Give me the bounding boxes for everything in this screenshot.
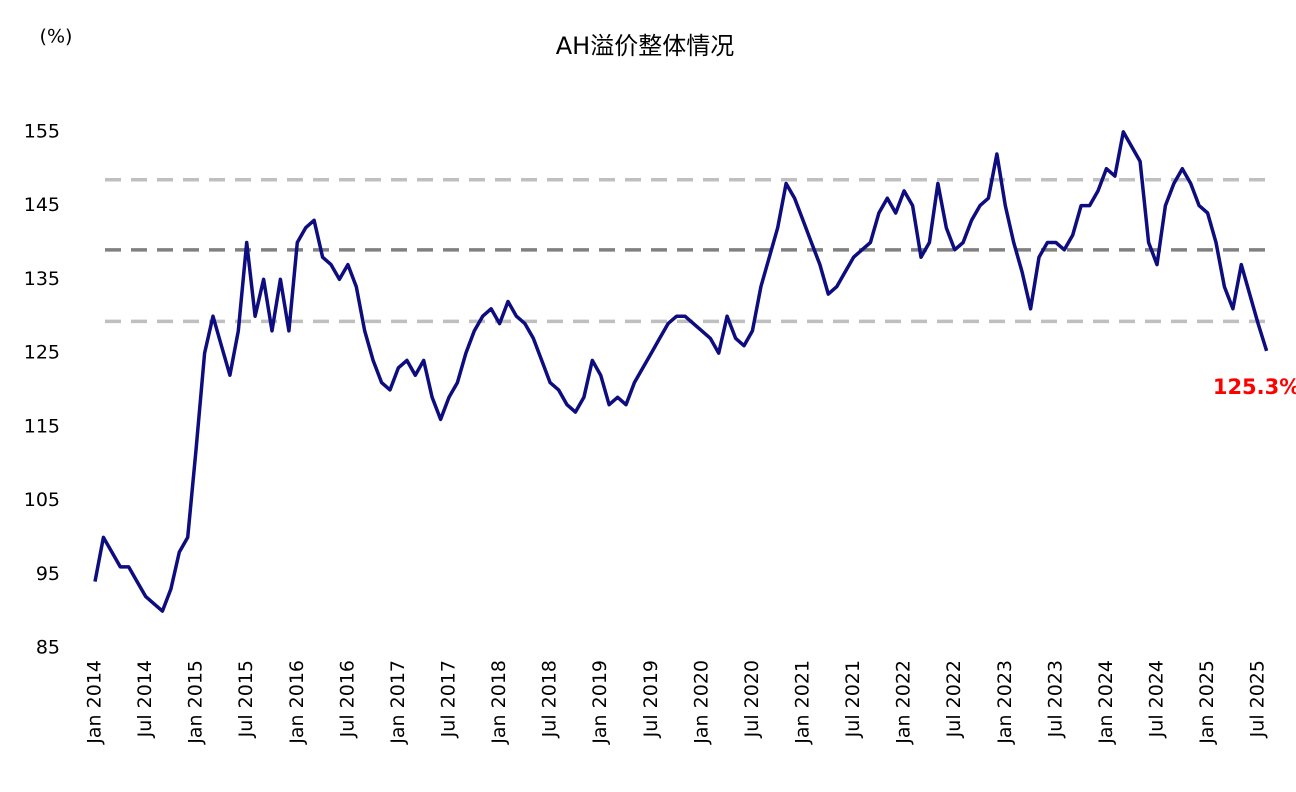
annotation: 125.3% xyxy=(1213,375,1296,399)
x-tick-label: Jul 2020 xyxy=(741,660,763,738)
x-tick-label: Jan 2019 xyxy=(589,660,611,745)
y-tick-label: 125 xyxy=(24,342,60,364)
x-tick-label: Jan 2015 xyxy=(185,660,207,745)
x-tick-label: Jul 2024 xyxy=(1146,660,1168,738)
x-tick-label: Jan 2020 xyxy=(690,660,712,745)
x-tick-label: Jul 2022 xyxy=(943,660,965,738)
chart-title: AH溢价整体情况 xyxy=(556,32,734,60)
x-tick-label: Jan 2023 xyxy=(994,660,1016,745)
x-tick-label: Jul 2014 xyxy=(134,660,156,738)
y-tick-label: 105 xyxy=(24,489,60,511)
y-tick-label: 95 xyxy=(36,563,60,585)
x-tick-label: Jul 2025 xyxy=(1247,660,1269,738)
x-tick-label: Jul 2023 xyxy=(1044,660,1066,738)
x-tick-label: Jul 2018 xyxy=(539,660,561,738)
y-tick-label: 135 xyxy=(24,268,60,290)
x-tick-label: Jan 2025 xyxy=(1196,660,1218,745)
x-tick-label: Jan 2016 xyxy=(286,660,308,745)
x-tick-label: Jan 2018 xyxy=(488,660,510,745)
data-line xyxy=(93,130,1269,613)
x-tick-label: Jul 2016 xyxy=(336,660,358,738)
y-tick-label: 85 xyxy=(36,637,60,659)
x-tick-label: Jan 2014 xyxy=(84,660,106,745)
x-tick-label: Jul 2021 xyxy=(842,660,864,738)
x-tick-label: Jul 2019 xyxy=(640,660,662,738)
y-tick-label: 115 xyxy=(24,415,60,437)
x-tick-label: Jan 2017 xyxy=(387,660,409,745)
x-tick-label: Jan 2022 xyxy=(893,660,915,745)
y-unit-label: (%) xyxy=(40,26,73,48)
x-tick-label: Jan 2024 xyxy=(1095,660,1117,745)
y-tick-label: 155 xyxy=(24,120,60,142)
x-tick-label: Jan 2021 xyxy=(792,660,814,745)
x-tick-label: Jul 2015 xyxy=(235,660,257,738)
x-tick-label: Jul 2017 xyxy=(438,660,460,738)
y-tick-label: 145 xyxy=(24,194,60,216)
